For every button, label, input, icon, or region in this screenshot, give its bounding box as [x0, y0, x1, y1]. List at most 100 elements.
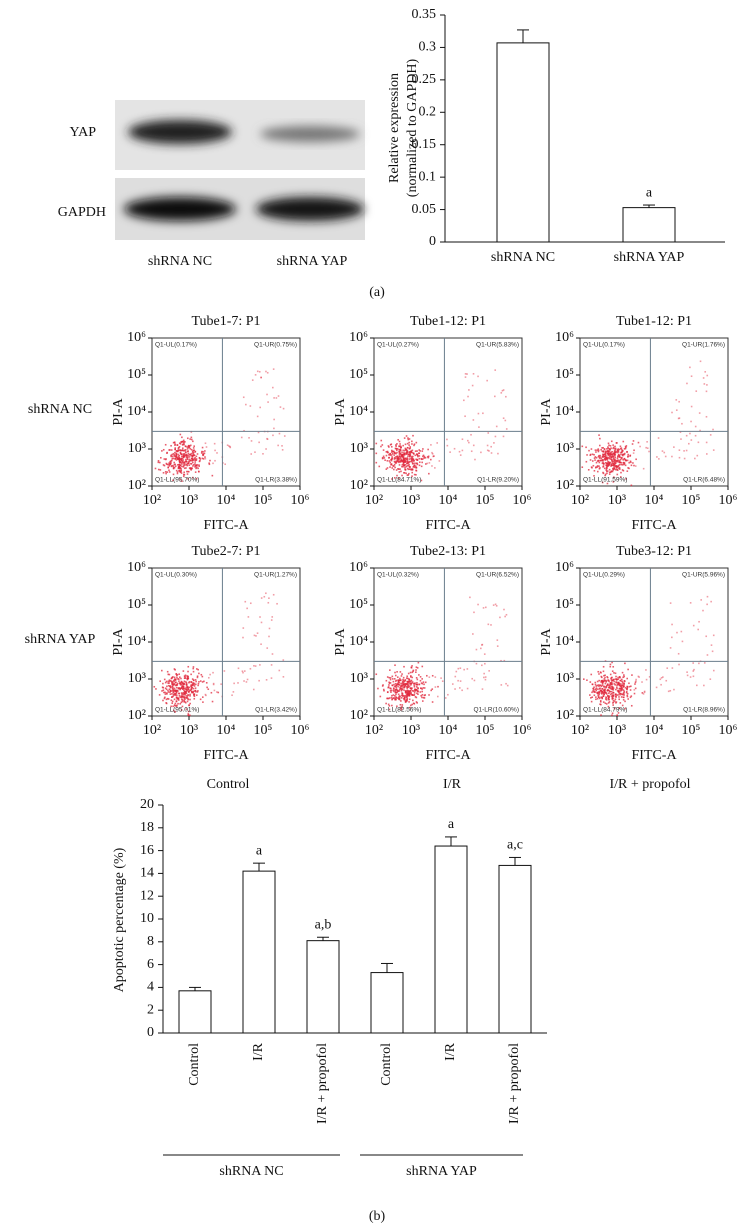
event-dot	[174, 458, 177, 460]
event-dot	[599, 454, 601, 457]
event-dot	[396, 683, 399, 685]
event-dot	[612, 467, 614, 470]
event-dot	[626, 686, 629, 689]
event-dot	[606, 464, 609, 467]
bar	[434, 845, 468, 1034]
event-dot	[458, 450, 461, 453]
event-dot	[622, 461, 625, 464]
event-dot	[408, 693, 411, 695]
event-dot	[399, 671, 402, 673]
event-dot	[389, 452, 392, 455]
event-dot	[606, 470, 609, 472]
event-dot	[191, 691, 194, 694]
event-dot	[400, 446, 402, 449]
event-dot	[396, 460, 398, 463]
event-dot	[607, 442, 610, 445]
event-dot	[599, 684, 602, 687]
event-dot	[387, 686, 390, 689]
event-dot	[482, 607, 485, 609]
event-dot	[184, 445, 187, 448]
significance-label: a,b	[315, 917, 332, 932]
event-dot	[648, 450, 650, 453]
event-dot	[495, 605, 498, 607]
event-dot	[403, 685, 406, 688]
event-dot	[702, 609, 704, 612]
event-dot	[176, 464, 179, 466]
event-dot	[408, 691, 411, 694]
event-dot	[172, 479, 174, 482]
event-dot	[619, 679, 622, 682]
event-dot	[189, 695, 191, 697]
event-dot	[641, 681, 643, 683]
event-dot	[184, 688, 187, 690]
event-dot	[671, 667, 674, 669]
event-dot	[603, 688, 605, 691]
event-dot	[610, 465, 612, 467]
event-dot	[393, 463, 396, 466]
event-dot	[596, 697, 599, 700]
event-dot	[180, 681, 183, 684]
significance-label: a	[646, 185, 653, 200]
event-dot	[411, 456, 413, 459]
event-dot	[605, 466, 608, 469]
event-dot	[607, 447, 610, 450]
event-dot	[612, 460, 615, 463]
event-dot	[171, 696, 173, 698]
event-dot	[396, 443, 398, 445]
event-dot	[620, 463, 623, 466]
event-dot	[193, 685, 196, 687]
event-dot	[392, 687, 395, 689]
event-dot	[457, 667, 460, 670]
event-dot	[187, 714, 190, 717]
event-dot	[623, 683, 625, 685]
event-dot	[601, 691, 604, 694]
event-dot	[398, 464, 401, 466]
event-dot	[187, 452, 190, 455]
event-dot	[604, 691, 606, 694]
event-dot	[612, 464, 614, 467]
event-dot	[408, 679, 410, 681]
event-dot	[189, 468, 192, 470]
event-dot	[167, 691, 170, 693]
event-dot	[187, 687, 189, 690]
event-dot	[414, 696, 417, 698]
event-dot	[394, 461, 396, 464]
event-dot	[276, 602, 278, 605]
event-dot	[399, 453, 402, 455]
event-dot	[416, 681, 418, 684]
event-dot	[405, 695, 408, 698]
event-dot	[178, 680, 180, 682]
event-dot	[599, 444, 601, 447]
event-dot	[176, 471, 179, 473]
event-dot	[198, 672, 200, 675]
event-dot	[421, 665, 424, 668]
event-dot	[273, 418, 275, 421]
event-dot	[481, 643, 484, 646]
event-dot	[174, 694, 177, 697]
event-dot	[604, 698, 607, 700]
quadrant-label: Q1-LR(10.60%)	[473, 707, 519, 714]
event-dot	[618, 707, 621, 710]
event-dot	[417, 661, 420, 664]
event-dot	[690, 420, 692, 423]
event-dot	[611, 687, 614, 689]
event-dot	[175, 450, 178, 452]
event-dot	[168, 463, 171, 466]
event-dot	[608, 471, 611, 474]
event-dot	[604, 473, 607, 476]
event-dot	[410, 459, 413, 462]
quadrant-label: Q1-LR(6.48%)	[683, 477, 725, 484]
event-dot	[420, 694, 422, 697]
y-tick-label: 10⁶	[349, 560, 368, 575]
event-dot	[600, 457, 603, 460]
event-dot	[607, 451, 610, 454]
event-dot	[406, 458, 409, 460]
event-dot	[173, 668, 176, 670]
event-dot	[595, 698, 597, 701]
event-dot	[600, 681, 602, 683]
event-dot	[598, 461, 601, 464]
event-dot	[194, 450, 197, 453]
event-dot	[606, 482, 609, 485]
plot-title: Tube2-7: P1	[191, 544, 260, 559]
